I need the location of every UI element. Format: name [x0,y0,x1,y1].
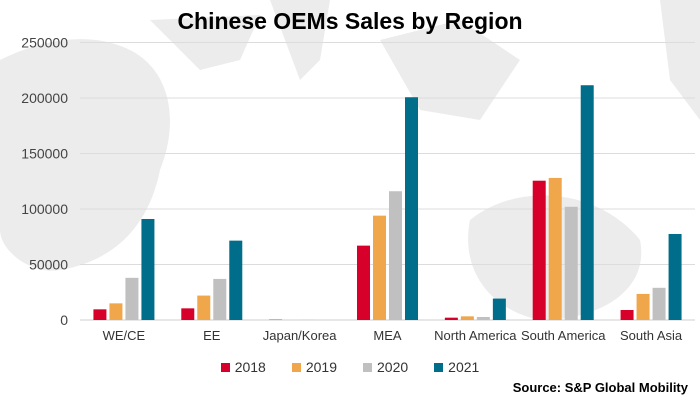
legend-swatch [220,362,230,372]
bar-2020-we-ce [125,277,139,320]
bar-2021-mea [405,97,418,321]
bar-2020-north-america [476,317,490,320]
bar-2021-ee [229,240,243,320]
y-tick-label: 100000 [21,201,68,217]
bar-2018-south-asia [620,310,634,320]
legend-swatch [363,362,372,372]
x-category-label: WE/CE [103,328,146,343]
legend-label: 2018 [234,359,266,375]
source-note: Source: S&P Global Mobility [512,380,688,395]
bar-2019-mea [373,215,386,320]
legend-item-2020: 2020 [363,359,408,375]
bar-2018-ee [181,308,195,320]
x-category-label: Japan/Korea [263,328,337,343]
bar-2018-north-america [444,317,458,320]
x-category-label: North America [434,328,517,343]
background-map [0,0,700,320]
y-tick-label: 0 [60,312,68,328]
legend: 2018 2019 2020 2021 [0,359,700,375]
legend-swatch [291,362,301,372]
bar-2020-ee [213,278,227,320]
bar-2019-we-ce [109,303,123,320]
bar-2021-south-asia [668,233,682,320]
bar-2020-south-america [564,206,578,320]
x-category-label: South America [521,328,606,343]
bar-2018-we-ce [93,309,107,320]
y-tick-label: 150000 [21,146,68,162]
bar-2019-south-asia [636,293,650,320]
bar-2021-we-ce [141,218,155,320]
bar-2021-south-america [580,85,594,320]
legend-label: 2021 [448,359,480,375]
bar-2020-mea [389,191,402,320]
y-tick-label: 50000 [29,257,68,273]
bar-2019-ee [197,295,211,320]
bar-2019-south-america [548,177,562,320]
legend-swatch [434,362,444,372]
legend-item-2019: 2019 [291,359,337,375]
x-axis-categories: WE/CE EE Japan/Korea MEA North America South … [103,328,683,343]
bar-2019-north-america [460,316,474,320]
y-tick-label: 250000 [21,35,68,51]
bars [93,85,682,321]
bar-2018-south-america [532,180,546,320]
legend-label: 2020 [377,359,409,375]
legend-item-2021: 2021 [434,359,479,375]
x-category-label: EE [203,328,221,343]
bar-2018-mea [357,245,370,320]
x-category-label: South Asia [620,328,683,343]
bar-2021-north-america [492,298,506,320]
x-category-label: MEA [373,328,402,343]
y-tick-label: 200000 [21,90,68,106]
chart-title: Chinese OEMs Sales by Region [177,8,523,34]
legend-label: 2019 [305,359,337,375]
y-axis-ticks: 0 50000 100000 150000 200000 250000 [21,35,68,329]
bar-2020-south-asia [652,287,666,320]
legend-item-2018: 2018 [220,359,266,375]
